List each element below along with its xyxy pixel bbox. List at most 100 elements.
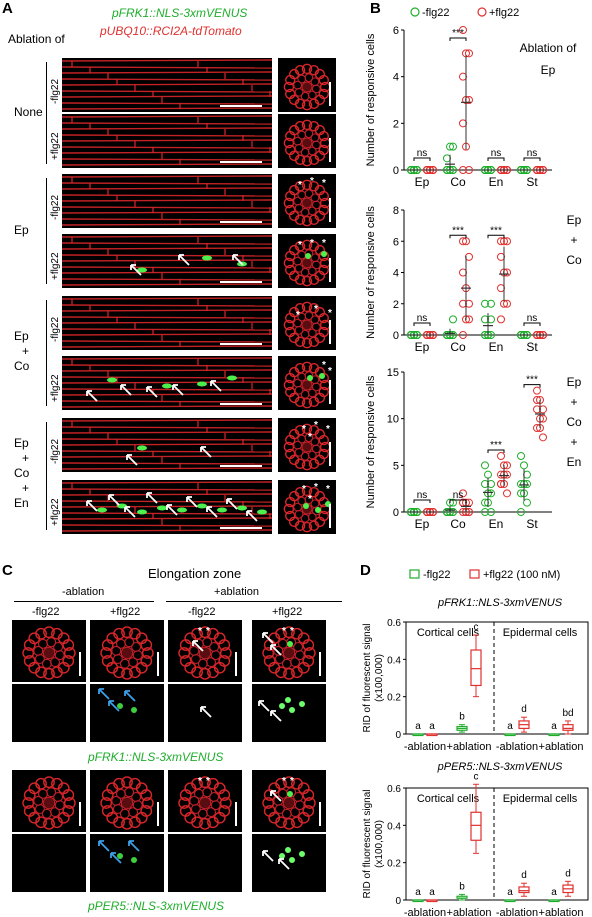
stele <box>120 646 134 660</box>
cell-wall <box>62 488 272 491</box>
panel-label-d: D <box>360 562 371 579</box>
venus-channel-micrograph <box>12 834 86 892</box>
cortical-cell <box>46 787 57 798</box>
cell-wall <box>62 369 272 372</box>
epidermal-cell <box>283 379 295 391</box>
y-tick-label: 6 <box>393 25 399 37</box>
data-point <box>465 49 473 58</box>
nucleus-signal <box>162 383 172 389</box>
x-tick-label: St <box>526 340 538 354</box>
significance-bracket <box>413 157 431 161</box>
cell-wall <box>62 218 272 221</box>
epidermal-cell <box>35 777 47 790</box>
arrow-icon <box>178 254 190 266</box>
response-arrow <box>172 384 184 396</box>
x-tick-label: Ep <box>415 175 430 189</box>
response-arrow <box>270 710 282 722</box>
epidermal-cell <box>285 88 296 100</box>
epidermal-cell <box>308 214 320 225</box>
ablation-star: * <box>206 626 210 637</box>
response-arrow <box>270 644 282 656</box>
data-point <box>487 508 495 516</box>
cortical-cell <box>300 207 310 217</box>
cortical-cell <box>274 804 285 815</box>
cell-wall <box>62 158 272 161</box>
arrow-icon <box>86 500 98 512</box>
ablation-group-label: None <box>14 105 43 119</box>
ablation-star: * <box>322 360 326 371</box>
cortical-cell <box>294 447 304 457</box>
response-arrow <box>278 858 290 870</box>
cell-wall <box>62 242 272 245</box>
ablation-star: * <box>308 432 312 443</box>
epidermal-cell <box>301 239 313 251</box>
elongation-cross-section: * * <box>168 770 242 832</box>
significance-bracket <box>449 37 467 41</box>
significance-bracket <box>413 322 431 326</box>
cortical-cell <box>112 804 123 815</box>
stele <box>282 796 296 810</box>
elongation-cross-section: * * <box>252 770 326 832</box>
cortical-cell <box>293 378 303 388</box>
epidermal-cell <box>178 797 191 809</box>
response-arrow <box>206 506 218 518</box>
epidermal-cell <box>308 458 320 469</box>
cell-wall <box>62 78 272 81</box>
cortical-cell <box>112 654 123 665</box>
cell-wall <box>62 393 272 396</box>
y-tick-label: 0 <box>395 896 401 907</box>
venus-channel-micrograph <box>12 684 86 742</box>
significance-label: ns <box>453 490 464 501</box>
epidermal-cell <box>113 777 125 790</box>
epidermal-cell <box>141 647 154 659</box>
y-axis-label: RID of fluorescent signal <box>362 624 373 733</box>
epidermal-cell <box>318 130 329 142</box>
epidermal-cell <box>285 204 296 216</box>
y-axis-label: RID of fluorescent signal <box>362 790 373 899</box>
treatment-col-label: +flg22 <box>272 606 303 618</box>
arrow-icon <box>120 384 132 396</box>
data-point <box>459 237 467 246</box>
ablation-star: * <box>328 366 332 377</box>
treatment-col-label: -flg22 <box>188 606 216 618</box>
data-point <box>481 461 489 470</box>
cell-wall <box>62 333 272 336</box>
epidermal-cell <box>294 65 306 76</box>
cortical-cell <box>307 450 317 460</box>
cortical-cell <box>189 795 200 806</box>
ablation-label: Ep <box>541 63 556 77</box>
cell-wall <box>62 345 272 348</box>
cortical-cell <box>293 641 304 652</box>
response-arrow <box>126 454 138 466</box>
y-tick-label: 0.6 <box>387 784 401 795</box>
ablation-star: * <box>328 308 332 319</box>
cell-wall <box>62 283 272 286</box>
flg22-row-label: +flg22 <box>50 132 61 160</box>
significance-letter: b <box>459 881 465 892</box>
significance-letter: bd <box>562 708 573 719</box>
cross-section-micrograph <box>278 58 336 112</box>
arrow-icon <box>200 446 212 458</box>
epidermal-cell <box>294 241 306 252</box>
x-tick-label: Co <box>450 517 466 531</box>
cortical-cell <box>273 645 284 656</box>
significance-label: ns <box>417 148 428 159</box>
response-arrow <box>262 850 274 862</box>
cortical-cell <box>53 641 64 652</box>
arrow-icon <box>146 492 158 504</box>
stele <box>301 137 313 149</box>
panel-label-a: A <box>2 0 13 17</box>
data-point <box>497 452 505 460</box>
epidermal-cell <box>294 487 306 498</box>
legend-minus-label: -flg22 <box>422 7 450 19</box>
cortical-cell <box>119 658 130 669</box>
cell-wall <box>62 304 272 307</box>
cell-wall <box>62 187 272 190</box>
data-point <box>481 508 489 516</box>
y-axis-label: (x100,000) <box>374 820 385 868</box>
cell-wall <box>62 127 272 130</box>
cortical-cell <box>300 389 310 399</box>
epidermal-cell <box>285 386 296 398</box>
epidermal-cell <box>303 647 316 659</box>
ablation-label: + <box>570 233 577 247</box>
